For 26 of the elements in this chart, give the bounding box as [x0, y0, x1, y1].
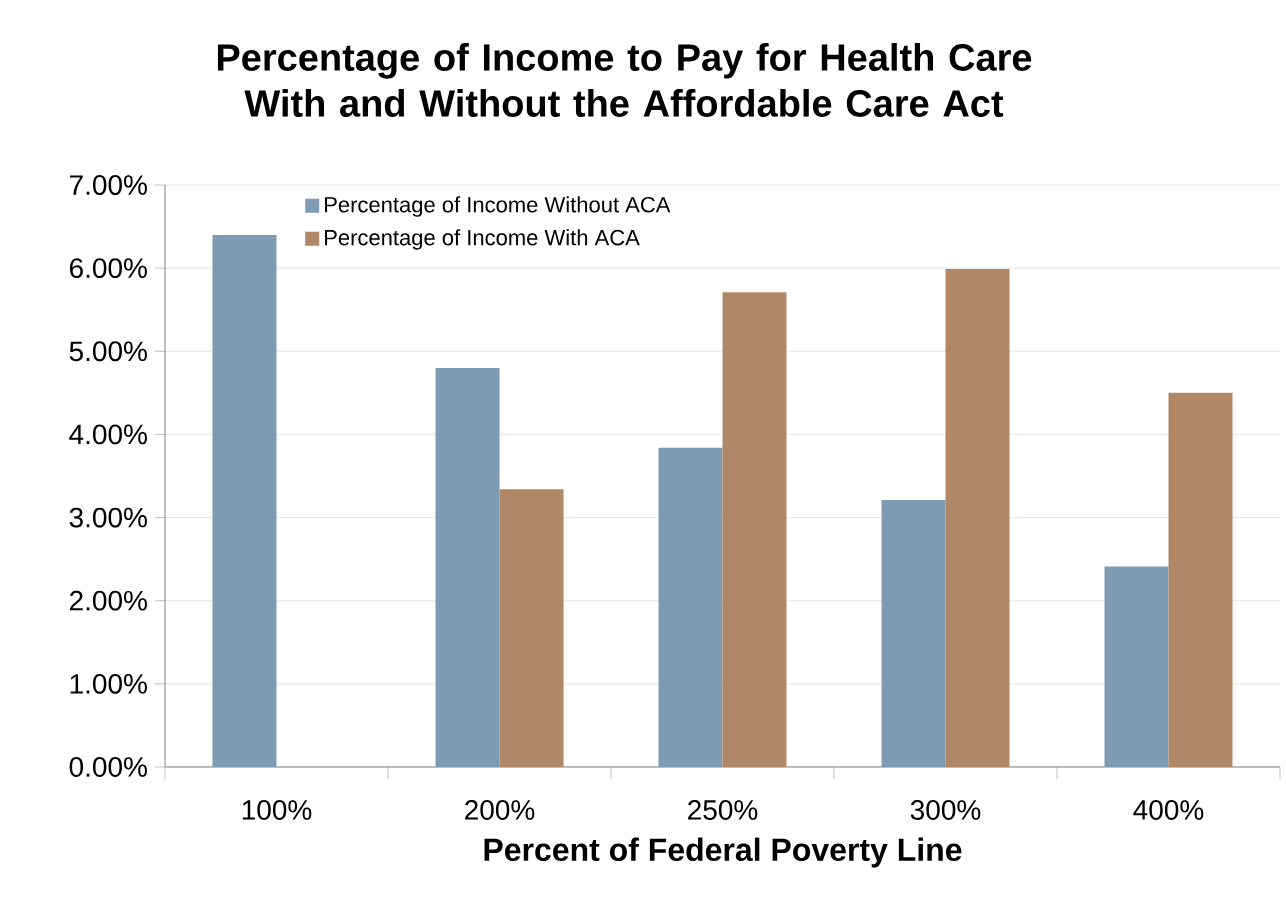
bar: [499, 489, 564, 767]
bar: [881, 500, 946, 767]
y-tick-label: 5.00%: [69, 341, 147, 362]
x-tick-label: 250%: [688, 800, 758, 820]
x-tick-label: 100%: [242, 800, 312, 820]
y-tick-label: 4.00%: [69, 424, 147, 445]
y-tick-label: 1.00%: [70, 673, 147, 694]
chart-title: Percentage of Income to Pay for Health Care With and Without the Affordable Care Act: [217, 43, 1032, 117]
bar: [212, 234, 277, 767]
bar: [945, 268, 1010, 767]
legend-label: Percentage of Income Without ACA: [325, 196, 671, 217]
y-tick-label: 2.00%: [69, 590, 147, 611]
y-tick-label: 3.00%: [69, 507, 147, 528]
bar: [1104, 566, 1169, 767]
legend-label: Percentage of Income With ACA: [325, 229, 640, 250]
bar: [1168, 392, 1233, 767]
y-tick-label: 7.00%: [69, 175, 147, 195]
y-tick-label: 0.00%: [69, 757, 147, 777]
x-axis-title: Percent of Federal Poverty Line: [484, 837, 962, 868]
x-tick-label: 400%: [1133, 800, 1204, 820]
y-tick-label: 6.00%: [69, 258, 147, 279]
bar: [722, 292, 787, 767]
x-tick-label: 200%: [465, 800, 535, 820]
x-tick-label: 300%: [910, 800, 981, 820]
bar: [435, 367, 500, 767]
bar: [658, 447, 723, 767]
